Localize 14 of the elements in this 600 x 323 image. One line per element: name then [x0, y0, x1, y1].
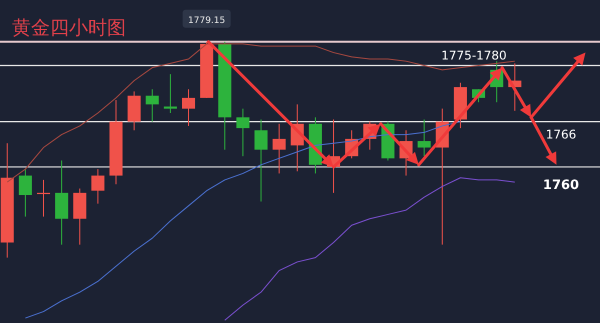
- candlestick: [146, 88, 159, 122]
- candlestick: [91, 168, 104, 204]
- candlestick: [272, 123, 286, 174]
- annotation: 1766: [546, 128, 576, 142]
- annotation: 1779.15: [182, 10, 231, 28]
- candlestick: [182, 88, 196, 126]
- candlestick: [18, 168, 32, 218]
- annotation: 1760: [542, 178, 580, 193]
- chart-title: 黄金四小时图: [12, 17, 126, 39]
- candlestick: [418, 118, 431, 157]
- annotation: 1775-1780: [441, 48, 507, 62]
- candlestick: [164, 74, 177, 114]
- candlestick: [254, 118, 268, 202]
- candlestick: [236, 108, 250, 157]
